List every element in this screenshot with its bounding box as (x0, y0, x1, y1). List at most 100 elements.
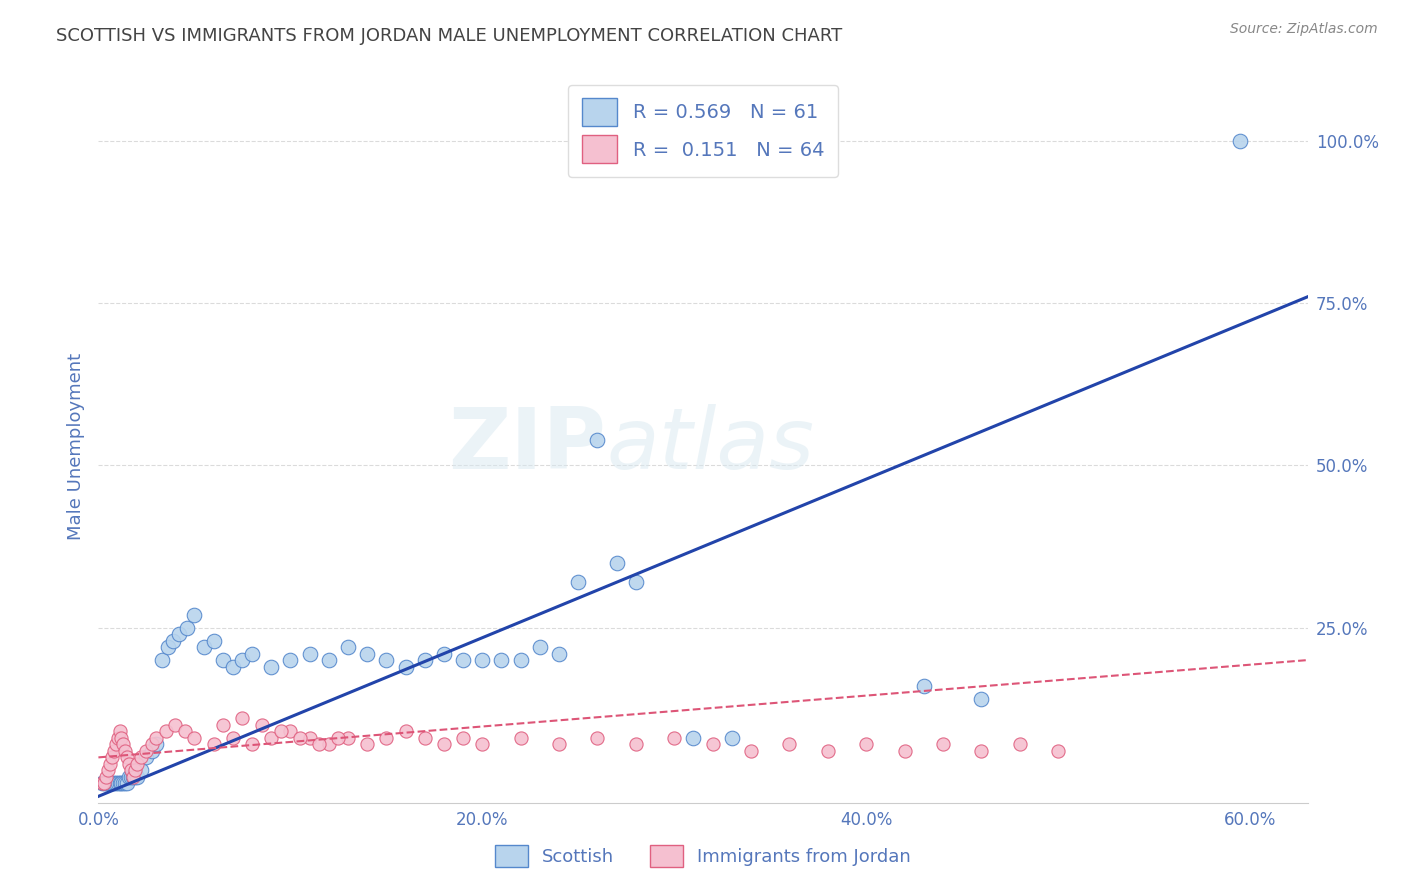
Point (150, 653, 173, 667)
Point (491, 653, 513, 667)
Point (529, 640, 551, 654)
Point (94, 770, 117, 784)
Point (107, 731, 129, 745)
Point (394, 659, 416, 673)
Point (702, 738, 724, 752)
Point (586, 731, 609, 745)
Point (114, 744, 136, 758)
Point (183, 607, 205, 622)
Text: atlas: atlas (606, 404, 814, 488)
Point (451, 731, 474, 745)
Point (129, 764, 152, 778)
Point (664, 731, 686, 745)
Point (101, 750, 124, 764)
Point (141, 744, 163, 758)
Point (624, 575, 647, 590)
Point (108, 724, 131, 739)
Point (1229, 134, 1251, 148)
Point (114, 776, 136, 790)
Point (202, 738, 225, 752)
Point (606, 556, 628, 570)
Point (433, 738, 456, 752)
Point (93, 776, 115, 790)
Point (356, 647, 378, 661)
Point (394, 724, 416, 739)
Point (98, 776, 121, 790)
Point (97, 776, 120, 790)
Point (740, 744, 762, 758)
Point (775, 134, 797, 148)
Point (124, 770, 146, 784)
Point (104, 776, 127, 790)
Point (120, 770, 142, 784)
Point (110, 731, 132, 745)
Point (548, 738, 571, 752)
Point (124, 764, 146, 778)
Point (1008, 738, 1031, 752)
Point (720, 731, 742, 745)
Point (94, 776, 117, 790)
Point (212, 653, 235, 667)
Point (91, 776, 114, 790)
Point (118, 770, 141, 784)
Point (298, 647, 321, 661)
Point (288, 731, 311, 745)
Point (141, 738, 163, 752)
Point (682, 731, 704, 745)
Point (328, 731, 350, 745)
Point (280, 724, 302, 739)
Point (624, 738, 647, 752)
Legend: R = 0.569   N = 61, R =  0.151   N = 64: R = 0.569 N = 61, R = 0.151 N = 64 (568, 85, 838, 177)
Point (356, 738, 378, 752)
Point (118, 756, 141, 771)
Point (107, 776, 129, 790)
Point (104, 738, 127, 752)
Point (250, 718, 273, 732)
Point (970, 744, 993, 758)
Point (240, 647, 263, 661)
Point (98, 756, 121, 771)
Point (222, 659, 245, 673)
Point (212, 718, 235, 732)
Point (451, 653, 474, 667)
Point (183, 731, 205, 745)
Point (110, 776, 132, 790)
Point (122, 770, 145, 784)
Point (548, 647, 571, 661)
Point (270, 724, 292, 739)
Point (375, 653, 398, 667)
Point (115, 750, 138, 764)
Point (231, 653, 253, 667)
Point (202, 633, 225, 648)
Point (1047, 744, 1070, 758)
Point (97, 764, 120, 778)
Point (122, 770, 145, 784)
Point (586, 433, 609, 447)
Point (375, 731, 398, 745)
Point (125, 770, 148, 784)
Text: ZIP: ZIP (449, 404, 606, 488)
Point (112, 776, 135, 790)
Point (129, 750, 152, 764)
Y-axis label: Male Unemployment: Male Unemployment (66, 352, 84, 540)
Point (162, 633, 184, 648)
Point (970, 692, 993, 706)
Point (471, 653, 494, 667)
Point (280, 653, 302, 667)
Point (413, 731, 436, 745)
Point (155, 724, 177, 739)
Point (509, 653, 531, 667)
Point (318, 653, 340, 667)
Point (125, 756, 148, 771)
Point (193, 640, 215, 654)
Point (222, 731, 245, 745)
Point (471, 738, 494, 752)
Point (135, 750, 157, 764)
Point (336, 731, 359, 745)
Point (260, 731, 283, 745)
Point (318, 738, 340, 752)
Point (308, 738, 330, 752)
Text: Source: ZipAtlas.com: Source: ZipAtlas.com (1230, 22, 1378, 37)
Point (298, 731, 321, 745)
Point (817, 744, 839, 758)
